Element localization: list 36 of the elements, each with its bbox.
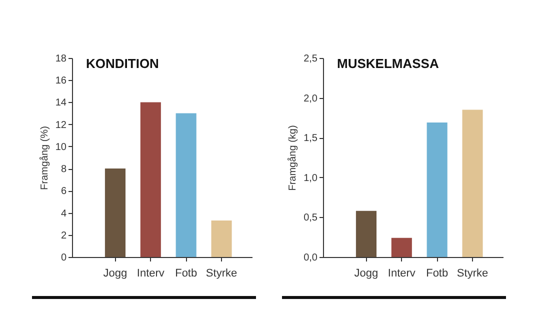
x-tick-label: Styrke bbox=[206, 268, 238, 280]
y-axis-title: Framgång (kg) bbox=[286, 125, 299, 191]
y-tick-label: 16 bbox=[55, 76, 67, 87]
x-tick-label: Interv bbox=[136, 268, 165, 280]
bar bbox=[391, 238, 412, 257]
bar bbox=[426, 122, 448, 257]
bar bbox=[104, 168, 126, 257]
x-tick-label: Fotb bbox=[175, 268, 198, 280]
y-tick-label: 8 bbox=[60, 164, 67, 176]
y-tick-label: 2 bbox=[60, 230, 67, 242]
chart-title: MUSKELMASSA bbox=[337, 56, 440, 71]
y-tick-label: 14 bbox=[55, 98, 67, 109]
y-tick-label: 1,0 bbox=[304, 172, 318, 184]
y-tick-label: 10 bbox=[55, 142, 67, 153]
bar bbox=[176, 113, 196, 257]
x-tick-label: Styrke bbox=[456, 268, 488, 280]
x-tick-label: Jogg bbox=[103, 268, 128, 280]
bar bbox=[211, 220, 232, 257]
bar bbox=[462, 110, 483, 257]
bar bbox=[356, 210, 377, 257]
x-tick-label: Fotb bbox=[426, 268, 448, 280]
chart-title: KONDITION bbox=[86, 56, 159, 71]
y-tick-label: 2,0 bbox=[304, 93, 318, 104]
y-tick-label: 1,5 bbox=[304, 133, 318, 144]
y-tick-label: 18 bbox=[55, 54, 67, 64]
x-tick-label: Interv bbox=[388, 268, 416, 280]
bar bbox=[140, 102, 161, 257]
y-tick-label: 12 bbox=[55, 120, 67, 131]
y-tick-label: 2,5 bbox=[304, 54, 318, 64]
y-tick-label: 0,0 bbox=[304, 252, 318, 264]
y-axis-title: Framgång (%) bbox=[38, 126, 50, 190]
y-tick-label: 0 bbox=[60, 252, 67, 264]
y-tick-label: 6 bbox=[60, 186, 67, 198]
y-tick-label: 4 bbox=[60, 208, 67, 220]
y-tick-label: 0,5 bbox=[304, 212, 318, 224]
x-tick-label: Jogg bbox=[354, 268, 378, 280]
